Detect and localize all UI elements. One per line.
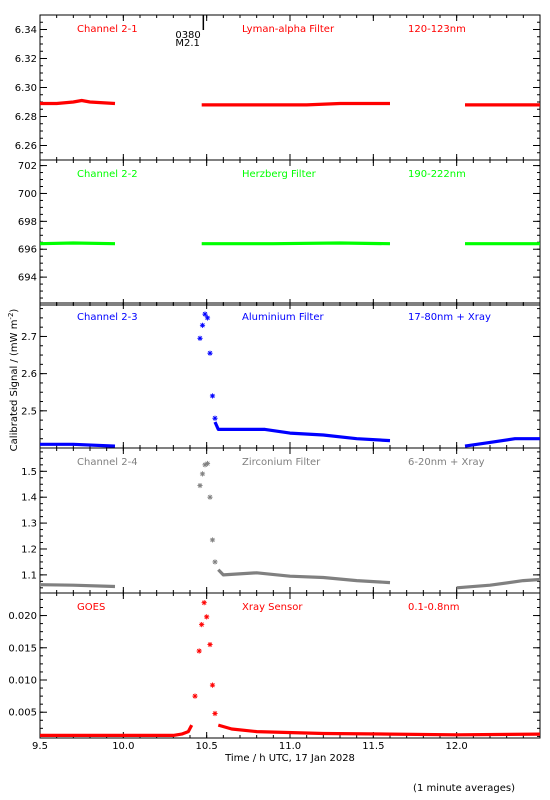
data-series-goes <box>40 724 194 737</box>
data-series-channel-2-4 <box>39 583 116 589</box>
data-point-channel-2-4 <box>199 471 206 477</box>
y-tick-label: 702 <box>18 161 37 172</box>
event-marker-label-class: M2.1 <box>175 38 200 49</box>
panel-band-label: 17-80nm + Xray <box>408 312 491 323</box>
y-tick-label: 6.32 <box>15 54 37 65</box>
y-tick-label: 6.30 <box>15 83 37 94</box>
data-series-goes <box>217 723 541 737</box>
panel-band-label: 0.1-0.8nm <box>408 602 460 613</box>
y-tick-label: 6.34 <box>15 25 37 36</box>
data-series-channel-2-2 <box>39 241 116 246</box>
data-series-channel-2-4 <box>456 577 541 590</box>
panel-channel-2-4: 1.1 1.2 1.3 1.4 1.5 Channel 2-4 Zirconium Filt… <box>21 447 541 594</box>
data-point-goes <box>192 693 198 699</box>
y-tick-label: 1.5 <box>21 467 37 478</box>
x-tick-label: 12.0 <box>446 741 468 752</box>
data-point-channel-2-3 <box>207 350 213 356</box>
x-axis-tick-labels: 9.5 10.0 10.5 11.0 11.5 12.0 <box>32 741 468 752</box>
panel-frame <box>39 14 541 161</box>
y-tick-label: 698 <box>18 217 37 228</box>
panel-channel-label: Channel 2-4 <box>77 457 138 468</box>
y-axis-title-end: ) <box>9 309 20 313</box>
x-tick-label: 11.0 <box>279 741 301 752</box>
y-axis-title: Calibrated Signal / (mW m-2) <box>7 309 20 452</box>
x-tick-label: 10.0 <box>112 741 134 752</box>
y-tick-label: 696 <box>18 245 37 256</box>
y-tick-label: 2.6 <box>21 369 37 380</box>
data-point-channel-2-3 <box>204 315 211 321</box>
data-series-channel-2-1 <box>201 101 390 107</box>
data-point-channel-2-4 <box>209 537 216 543</box>
x-tick-label: 11.5 <box>362 741 384 752</box>
data-point-channel-2-3 <box>209 393 216 399</box>
y-tick-label: 1.2 <box>21 544 37 555</box>
data-series-channel-2-3 <box>464 437 540 448</box>
panel-channel-label: Channel 2-2 <box>77 169 138 180</box>
data-point-channel-2-3 <box>199 322 206 328</box>
panel-band-label: 6-20nm + Xray <box>408 457 485 468</box>
data-point-goes <box>212 710 218 717</box>
y-axis-title-superscript: -2 <box>7 313 15 320</box>
panel-band-label: 120-123nm <box>408 24 466 35</box>
panel-frame <box>39 159 541 306</box>
panel-channel-label: Channel 2-3 <box>77 312 138 323</box>
data-point-goes <box>201 600 207 606</box>
panel-channel-2-3: 2.5 2.6 2.7 Channel 2-3 Aluminium Filter 17-8… <box>21 302 541 449</box>
x-tick-label: 9.5 <box>32 741 48 752</box>
y-tick-label: 6.28 <box>15 112 37 123</box>
y-tick-label: 694 <box>18 273 37 284</box>
data-series-channel-2-4 <box>217 568 391 585</box>
data-point-goes <box>196 648 202 654</box>
data-point-channel-2-4 <box>204 460 211 467</box>
panel-filter-label: Herzberg Filter <box>242 169 317 180</box>
event-marker: 0380 M2.1 <box>175 15 205 49</box>
panel-channel-label: Channel 2-1 <box>77 24 138 35</box>
panel-frame <box>39 447 541 594</box>
panel-band-label: 190-222nm <box>408 169 466 180</box>
y-tick-label: 1.3 <box>21 519 37 530</box>
data-point-channel-2-4 <box>197 482 203 489</box>
panel-frame <box>39 302 541 449</box>
panel-goes: 0.005 0.010 0.015 0.020 GOES Xray Sensor 0.1-0… <box>8 592 541 739</box>
data-series-channel-2-3 <box>40 442 116 448</box>
data-series-channel-2-3 <box>213 421 391 443</box>
y-tick-label: 1.1 <box>21 570 37 581</box>
data-point-channel-2-4 <box>207 494 213 500</box>
panels-group: 6.26 6.28 6.30 6.32 6.34 Channel 2-1 Lyman-alp… <box>8 14 541 739</box>
y-tick-label: 0.010 <box>8 676 37 687</box>
y-tick-label: 2.7 <box>21 332 37 343</box>
data-point-channel-2-3 <box>212 415 218 421</box>
data-point-goes <box>207 641 213 648</box>
event-marker-label-id: 0380 <box>175 30 200 41</box>
data-point-goes <box>209 682 216 688</box>
data-point-channel-2-3 <box>202 311 208 317</box>
data-point-goes <box>204 614 210 620</box>
data-series-channel-2-1 <box>40 98 116 106</box>
y-tick-label: 2.5 <box>21 406 37 417</box>
data-point-goes <box>199 621 205 628</box>
panel-frame <box>39 592 541 739</box>
y-tick-label: 1.4 <box>21 493 37 504</box>
panel-channel-2-1: 6.26 6.28 6.30 6.32 6.34 Channel 2-1 Lyman-alp… <box>15 14 541 161</box>
y-tick-label: 0.020 <box>8 611 37 622</box>
y-tick-label: 6.26 <box>15 141 37 152</box>
y-tick-label: 700 <box>18 189 37 200</box>
y-tick-label: 0.015 <box>8 643 37 654</box>
data-point-channel-2-3 <box>197 335 203 341</box>
y-tick-label: 0.005 <box>8 708 37 719</box>
panel-filter-label: Aluminium Filter <box>242 312 325 323</box>
y-axis-title-text: Calibrated Signal / (mW m <box>9 320 20 452</box>
footer-note: (1 minute averages) <box>413 783 515 794</box>
data-point-channel-2-4 <box>212 559 218 565</box>
panel-channel-2-2: 694 696 698 700 702 Channel 2-2 Herzberg Filte… <box>18 159 541 306</box>
x-axis-title: Time / h UTC, 17 Jan 2028 <box>224 753 355 764</box>
x-tick-label: 10.5 <box>196 741 218 752</box>
data-series-channel-2-2 <box>201 241 391 246</box>
panel-filter-label: Xray Sensor <box>242 602 303 613</box>
panel-channel-label: GOES <box>77 602 105 613</box>
panel-filter-label: Zirconium Filter <box>242 457 321 468</box>
panel-filter-label: Lyman-alpha Filter <box>242 24 335 35</box>
